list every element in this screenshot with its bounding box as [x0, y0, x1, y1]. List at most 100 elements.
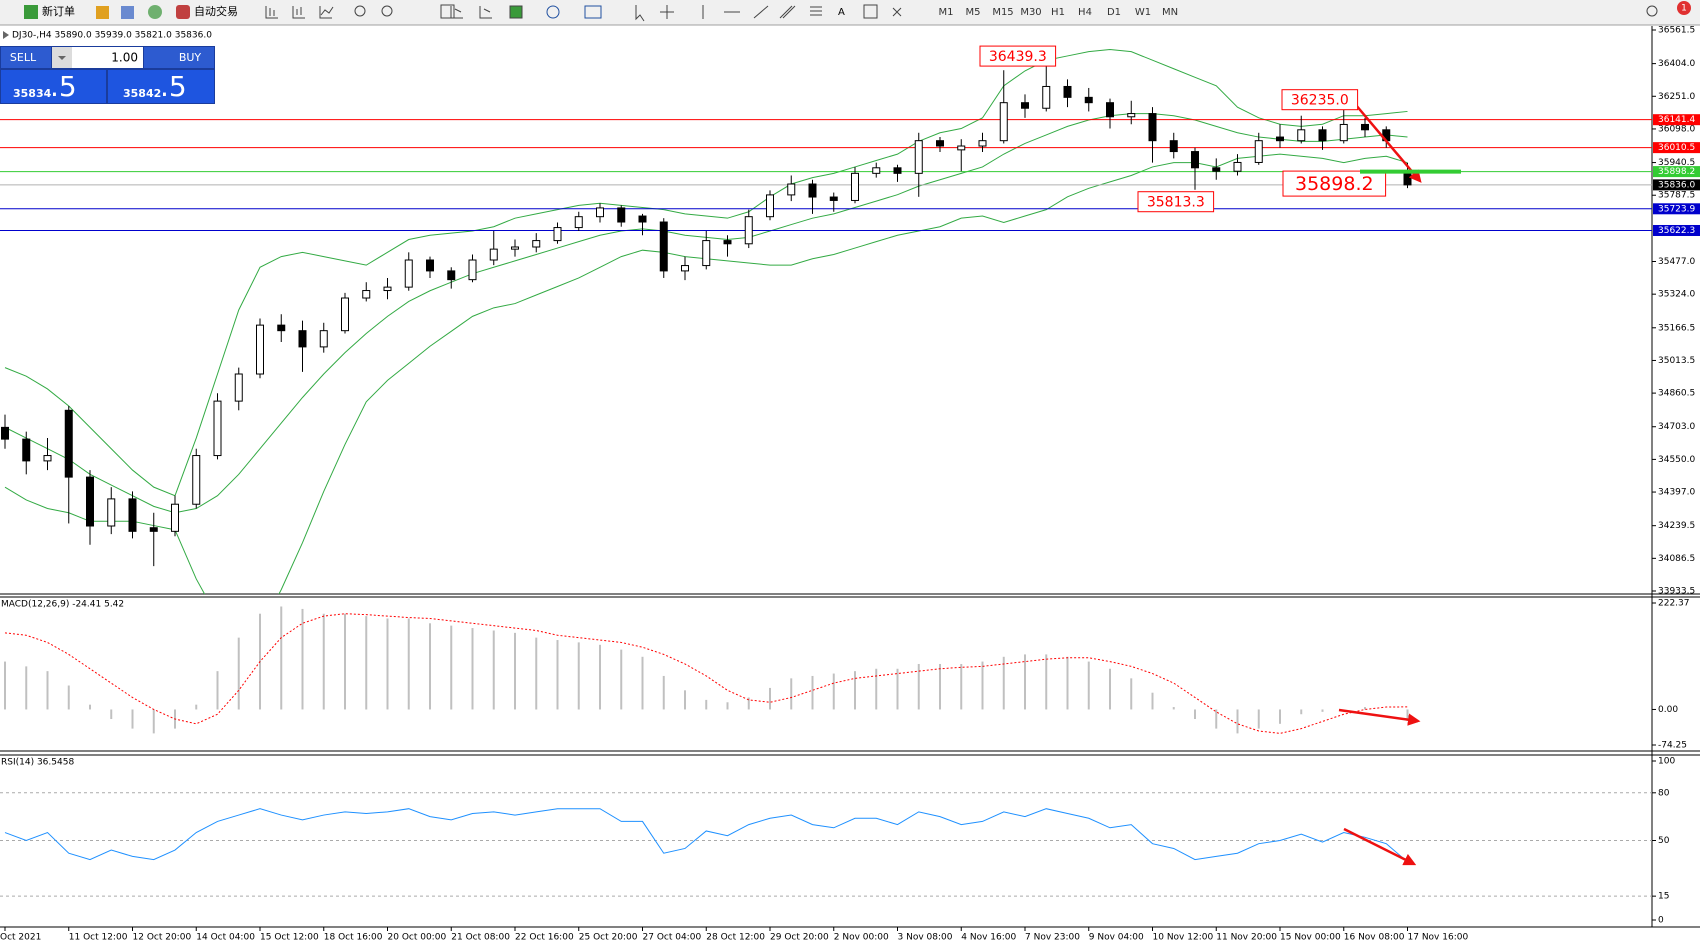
timeframe-button[interactable]: H1: [1051, 7, 1065, 18]
annotation-box: [979, 45, 1057, 67]
timeframe-button[interactable]: M5: [966, 7, 981, 18]
icon[interactable]: [319, 6, 334, 19]
candle-body: [213, 400, 222, 457]
candle-body: [1084, 96, 1093, 104]
rsi-pane: [0, 792, 1652, 897]
timeframe-button[interactable]: H4: [1078, 7, 1092, 18]
timeframes: M1 M5 M15 M30 H1 H4 D1 W1 MN: [939, 7, 1179, 18]
timeframe-button[interactable]: M30: [1020, 7, 1041, 18]
x-tick-label: 12 Oct 20:00: [133, 933, 192, 943]
icon[interactable]: [265, 6, 278, 19]
candle-body: [723, 240, 732, 245]
icon[interactable]: [660, 5, 674, 19]
price-level-label: 35836.0: [1658, 180, 1695, 190]
timeframe-button[interactable]: MN: [1162, 7, 1178, 18]
icon[interactable]: [96, 6, 109, 19]
candle-body: [829, 196, 838, 201]
y-tick-label: 80: [1658, 788, 1670, 798]
y-tick-label: 0: [1658, 916, 1664, 926]
price-level-tag: [1653, 114, 1700, 126]
candle-body: [1403, 172, 1412, 186]
candle-body: [574, 216, 583, 229]
notification-badge[interactable]: [1677, 1, 1691, 15]
trend-arrow: [1343, 827, 1417, 866]
auto-trading-button[interactable]: 自动交易: [176, 4, 238, 19]
x-tick-label: 18 Oct 16:00: [324, 933, 383, 943]
candle-body: [171, 503, 179, 532]
candle-body: [532, 240, 541, 248]
x-tick-label: 2 Nov 00:00: [834, 933, 889, 943]
candle-body: [1276, 136, 1284, 142]
search-icon[interactable]: [1646, 5, 1658, 17]
y-tick-label: 35166.5: [1658, 323, 1695, 333]
rsi-line: [4, 808, 1408, 863]
x-tick-label: 25 Oct 20:00: [579, 933, 638, 943]
x-tick-label: 28 Oct 12:00: [706, 933, 765, 943]
icon[interactable]: [779, 5, 796, 19]
y-tick-label: 35787.5: [1658, 191, 1695, 201]
ask-main: 35842: [123, 87, 161, 100]
timeframe-button[interactable]: M1: [939, 7, 954, 18]
x-tick-label: 15 Nov 00:00: [1280, 933, 1341, 943]
bollinger-upper: [4, 49, 1408, 497]
candle-body: [426, 259, 434, 272]
candle-body: [362, 290, 371, 299]
y-tick-label: 50: [1658, 836, 1670, 846]
icon[interactable]: [121, 6, 134, 19]
volume-box[interactable]: [72, 47, 143, 68]
sell-button[interactable]: SELL: [1, 47, 51, 68]
buy-button[interactable]: BUY: [144, 47, 214, 68]
candle-body: [64, 409, 73, 478]
candle-body: [489, 248, 498, 261]
timeframe-button[interactable]: D1: [1107, 7, 1121, 18]
bid-pips: .5: [50, 70, 77, 103]
y-tick-label: 36251.0: [1658, 92, 1695, 102]
candle-body: [1339, 123, 1348, 142]
ask-price[interactable]: 35842 .5: [108, 70, 214, 103]
x-tick-label: 3 Nov 08:00: [898, 933, 953, 943]
candle-body: [1021, 102, 1029, 109]
annotation-label: 35898.2: [1295, 173, 1374, 195]
candle-body: [1127, 113, 1136, 118]
candle-body: [1233, 161, 1242, 172]
bid-price[interactable]: 35834 .5: [1, 70, 106, 103]
new-order-button[interactable]: 新订单: [24, 4, 75, 19]
price-level-label: 35898.2: [1658, 167, 1695, 177]
y-tick-label: 34239.5: [1658, 521, 1695, 531]
axes: 36561.5 36404.0 36251.0 36098.0 35940.5 35787…: [0, 26, 1700, 943]
icon[interactable]: [810, 6, 822, 16]
icon[interactable]: [546, 5, 560, 19]
icon[interactable]: [148, 5, 162, 19]
icon[interactable]: [863, 4, 878, 19]
candle-body: [22, 438, 31, 462]
y-tick-label: -74.25: [1658, 741, 1687, 751]
candle-body: [468, 259, 477, 281]
icon[interactable]: [354, 5, 366, 17]
icon[interactable]: [892, 7, 902, 17]
annotation-label: 36235.0: [1291, 93, 1349, 109]
candle-body: [681, 265, 689, 272]
x-tick-label: 22 Oct 16:00: [515, 933, 574, 943]
button-label: 新订单: [42, 4, 75, 18]
text-tool[interactable]: A: [838, 7, 845, 18]
candle-body: [617, 207, 626, 223]
icon[interactable]: [635, 5, 645, 22]
timeframe-button[interactable]: W1: [1135, 7, 1151, 18]
icon[interactable]: [292, 6, 305, 19]
icon[interactable]: [509, 5, 523, 19]
candle-body: [1297, 129, 1306, 142]
price-level-label: 35723.9: [1658, 204, 1695, 214]
icon[interactable]: [450, 6, 463, 19]
sell-label: SELL: [10, 51, 37, 64]
y-tick-label: 15: [1658, 892, 1669, 902]
icon[interactable]: [381, 5, 393, 17]
candle-body: [1, 426, 9, 440]
icon[interactable]: [440, 4, 455, 19]
timeframe-button[interactable]: M15: [992, 7, 1013, 18]
icon[interactable]: [479, 6, 492, 19]
y-tick-label: 35940.5: [1658, 158, 1695, 168]
icon[interactable]: [753, 5, 769, 19]
x-tick-label: 17 Nov 16:00: [1408, 933, 1469, 943]
icon[interactable]: [584, 5, 602, 19]
